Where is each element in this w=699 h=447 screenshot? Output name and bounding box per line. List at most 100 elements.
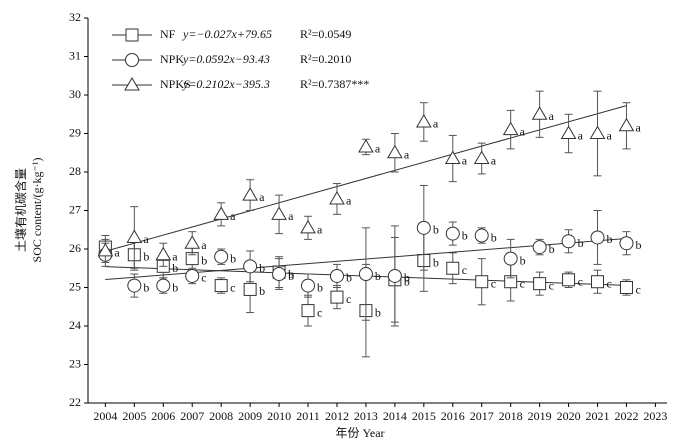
point (387, 268, 402, 283)
point (415, 113, 432, 128)
y-tick-label: 26 (69, 241, 81, 255)
significance-letter: a (578, 128, 584, 142)
y-tick-label: 31 (69, 48, 81, 62)
point (127, 278, 142, 293)
y-tick-label: 23 (69, 356, 81, 370)
significance-letter: b (520, 253, 526, 267)
x-tick-label: 2019 (528, 409, 552, 423)
significance-letter: c (346, 292, 351, 306)
x-tick-label: 2014 (383, 409, 407, 423)
x-tick-label: 2011 (296, 409, 320, 423)
significance-letter: b (288, 269, 294, 283)
significance-letter: b (491, 230, 497, 244)
significance-letter: a (346, 194, 352, 208)
point (532, 240, 547, 255)
equation: y=0.0592x−93.43 (182, 52, 270, 66)
significance-letter: b (635, 238, 641, 252)
point (330, 290, 344, 304)
y-tick-label: 30 (69, 87, 81, 101)
significance-letter: a (433, 117, 439, 131)
significance-letter: c (201, 271, 206, 285)
y-tick-label: 25 (69, 279, 81, 293)
x-tick-label: 2008 (209, 409, 233, 423)
legend-label: NF (160, 27, 176, 41)
point (272, 267, 287, 282)
point (386, 144, 403, 159)
point (445, 226, 460, 241)
y-tick-label: 24 (69, 318, 81, 332)
significance-letter: a (549, 109, 555, 123)
significance-letter: b (172, 280, 178, 294)
legend-label: NPKS (160, 77, 191, 91)
significance-letter: a (230, 209, 236, 223)
point (126, 229, 143, 243)
x-tick-label: 2018 (499, 409, 523, 423)
significance-letter: b (578, 236, 584, 250)
point (474, 228, 489, 243)
point (185, 268, 200, 283)
significance-letter: b (230, 251, 236, 265)
significance-letter: a (259, 190, 265, 204)
point (155, 246, 172, 261)
point (533, 277, 547, 291)
point (590, 230, 605, 245)
point (502, 121, 519, 136)
equation: y=0.2102x−395.3 (182, 77, 270, 91)
significance-letter: b (607, 232, 613, 246)
point (301, 304, 315, 318)
point (242, 187, 258, 201)
significance-letter: b (143, 250, 149, 264)
significance-letter: a (317, 223, 323, 237)
point (560, 125, 577, 139)
x-tick-label: 2013 (354, 409, 378, 423)
significance-letter: a (375, 142, 381, 156)
significance-letter: b (549, 242, 555, 256)
legend-marker (124, 77, 140, 91)
point (358, 267, 373, 282)
significance-letter: b (404, 275, 410, 289)
r-squared: R²=0.0549 (300, 27, 351, 41)
x-tick-label: 2021 (586, 409, 610, 423)
x-tick-label: 2005 (122, 409, 146, 423)
significance-letter: b (462, 228, 468, 242)
significance-letter: b (433, 223, 439, 237)
significance-letter: a (114, 246, 120, 260)
y-axis-label: SOC content/(g·kg⁻¹) (30, 158, 44, 263)
point (444, 150, 461, 165)
point (329, 268, 344, 283)
significance-letter: c (635, 282, 640, 296)
significance-letter: a (520, 124, 526, 138)
point (243, 259, 258, 274)
significance-letter: a (201, 238, 207, 252)
point (243, 282, 257, 296)
significance-letter: c (462, 263, 467, 277)
significance-letter: c (607, 276, 612, 290)
equation: y=−0.027x+79.65 (182, 27, 272, 41)
significance-letter: a (143, 232, 149, 246)
significance-letter: b (375, 305, 381, 319)
significance-letter: a (635, 121, 641, 135)
x-tick-label: 2012 (325, 409, 349, 423)
point (329, 190, 345, 205)
legend-marker (125, 28, 139, 42)
point (214, 249, 229, 264)
significance-letter: b (259, 261, 265, 275)
significance-letter: c (549, 278, 554, 292)
point (416, 220, 431, 235)
point (619, 281, 633, 294)
y-tick-label: 22 (69, 395, 81, 409)
x-tick-label: 2015 (412, 409, 436, 423)
y-tick-label: 29 (69, 125, 81, 139)
y-tick-label: 27 (69, 202, 81, 216)
x-tick-label: 2009 (238, 409, 262, 423)
significance-letter: c (230, 280, 235, 294)
point (271, 206, 287, 220)
point (591, 275, 605, 289)
significance-letter: b (201, 253, 207, 267)
significance-letter: a (607, 128, 613, 142)
significance-letter: b (433, 255, 439, 269)
point (531, 106, 548, 120)
point (156, 278, 171, 293)
point (214, 279, 228, 293)
significance-letter: a (462, 153, 468, 167)
